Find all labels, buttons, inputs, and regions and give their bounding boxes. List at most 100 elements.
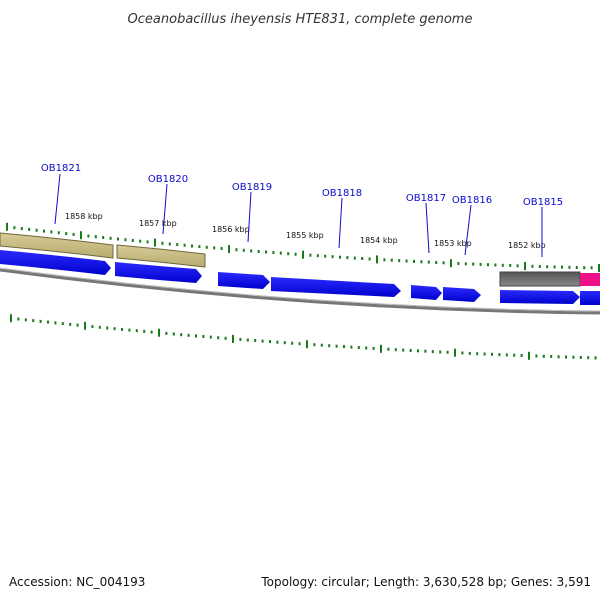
ruler-dot [579,356,582,359]
ruler-dot [43,229,45,233]
ruler-dot [487,263,489,267]
ruler-dot [417,349,419,353]
gene-leader-line [54,173,61,225]
ruler-dot [209,335,212,339]
pink-feature [580,273,600,286]
ruler-dot [261,339,264,343]
ruler-dot [372,346,375,350]
ruler-tick-label: 1852 kbp [508,241,546,250]
gene-label: OB1820 [148,174,188,185]
ruler-dot [224,336,227,340]
ruler-dotted-line [6,222,600,272]
ruler-tick-label: 1856 kbp [212,225,250,234]
ruler-dot [461,351,464,355]
ruler-dot [283,341,286,345]
ruler-dot [146,240,149,244]
ruler-dot [220,247,223,250]
ruler-dot [435,261,438,264]
ruler-dot [328,344,331,348]
ruler-dot [161,241,164,245]
ruler-tick-mark [454,348,456,357]
ruler-dot [139,239,142,243]
ruler-dot [446,350,449,354]
ruler-dot [65,232,68,236]
ruler-tick-mark [232,334,234,343]
ruler-dot [413,259,415,263]
gc-skew-dotted-line [10,314,597,360]
ruler-dot [501,263,504,267]
ruler-tick-mark [154,238,156,247]
ruler-dot [346,256,349,260]
ruler-labels: 1858 kbp 1857 kbp 1856 kbp 1855 kbp 1854… [65,212,546,250]
olive-feature [0,232,114,259]
cds-arrow [0,250,111,275]
ruler-dot [28,227,31,231]
gene-label: OB1818 [322,188,362,199]
ruler-dot [143,329,146,333]
right-features [499,271,600,287]
ruler-dot [265,250,267,254]
ruler-dot [217,336,220,340]
ruler-dot [131,239,134,242]
gene-label: OB1816 [452,195,492,206]
ruler-dot [553,265,556,269]
ruler-dot [398,259,401,263]
ruler-dot [472,262,475,266]
ruler-tick-mark [598,264,600,272]
ruler-dot [390,258,393,262]
ruler-dot [368,257,371,261]
ruler-dot [427,260,430,264]
ruler-dot [113,327,116,331]
ruler-dot [50,230,53,234]
ruler-dot [538,265,541,268]
ruler-tick-mark [380,344,382,353]
ruler-dot [32,319,35,323]
ruler-dot [476,352,479,356]
ruler-dot [324,254,327,258]
ruler-dot [117,237,119,241]
ruler-dot [546,265,549,269]
ruler-dot [294,252,297,256]
ruler-dot [246,338,249,342]
genome-summary-text: Topology: circular; Length: 3,630,528 bp… [261,575,591,589]
ruler-dot [320,343,323,347]
gene-leader-line [162,183,168,235]
ruler-dot [420,260,423,264]
ruler-dot [20,227,23,231]
ruler-tick-label: 1858 kbp [65,212,103,221]
ruler-dot [187,333,190,337]
cds-track [0,250,600,305]
ruler-dot [291,341,294,345]
ruler-dot [176,243,179,247]
ruler-dot [106,326,109,330]
ruler-tick-mark [302,250,304,259]
gene-leader-line [338,197,343,249]
ruler-tick-mark [524,262,526,270]
gene-leaders [54,173,543,257]
ruler-dot [24,318,27,322]
ruler-dot [353,256,356,260]
ruler-dot [365,346,368,350]
ruler-dot [109,236,112,240]
ruler-dot [464,262,467,266]
ruler-dot [594,356,597,360]
cds-arrow [411,285,442,300]
ruler-dot [575,266,578,269]
ruler-dot [72,232,75,236]
ruler-dot [505,353,508,357]
ruler-dot [561,265,563,269]
ruler-dot [350,345,353,349]
ruler-dot [17,317,20,321]
ruler-dot [287,252,290,256]
ruler-dot [279,251,282,255]
ruler-dot [213,246,216,250]
gene-labels: OB1821 OB1820 OB1819 OB1818 OB1817 OB181… [41,163,563,208]
ruler-dot [361,257,364,260]
gene-label: OB1817 [406,193,446,204]
ruler-dot [520,354,523,357]
ruler-dot [335,344,338,348]
ruler-dot [239,337,242,341]
ruler-dot [316,254,319,258]
cds-arrow [218,272,270,289]
ruler-dot [491,352,493,356]
